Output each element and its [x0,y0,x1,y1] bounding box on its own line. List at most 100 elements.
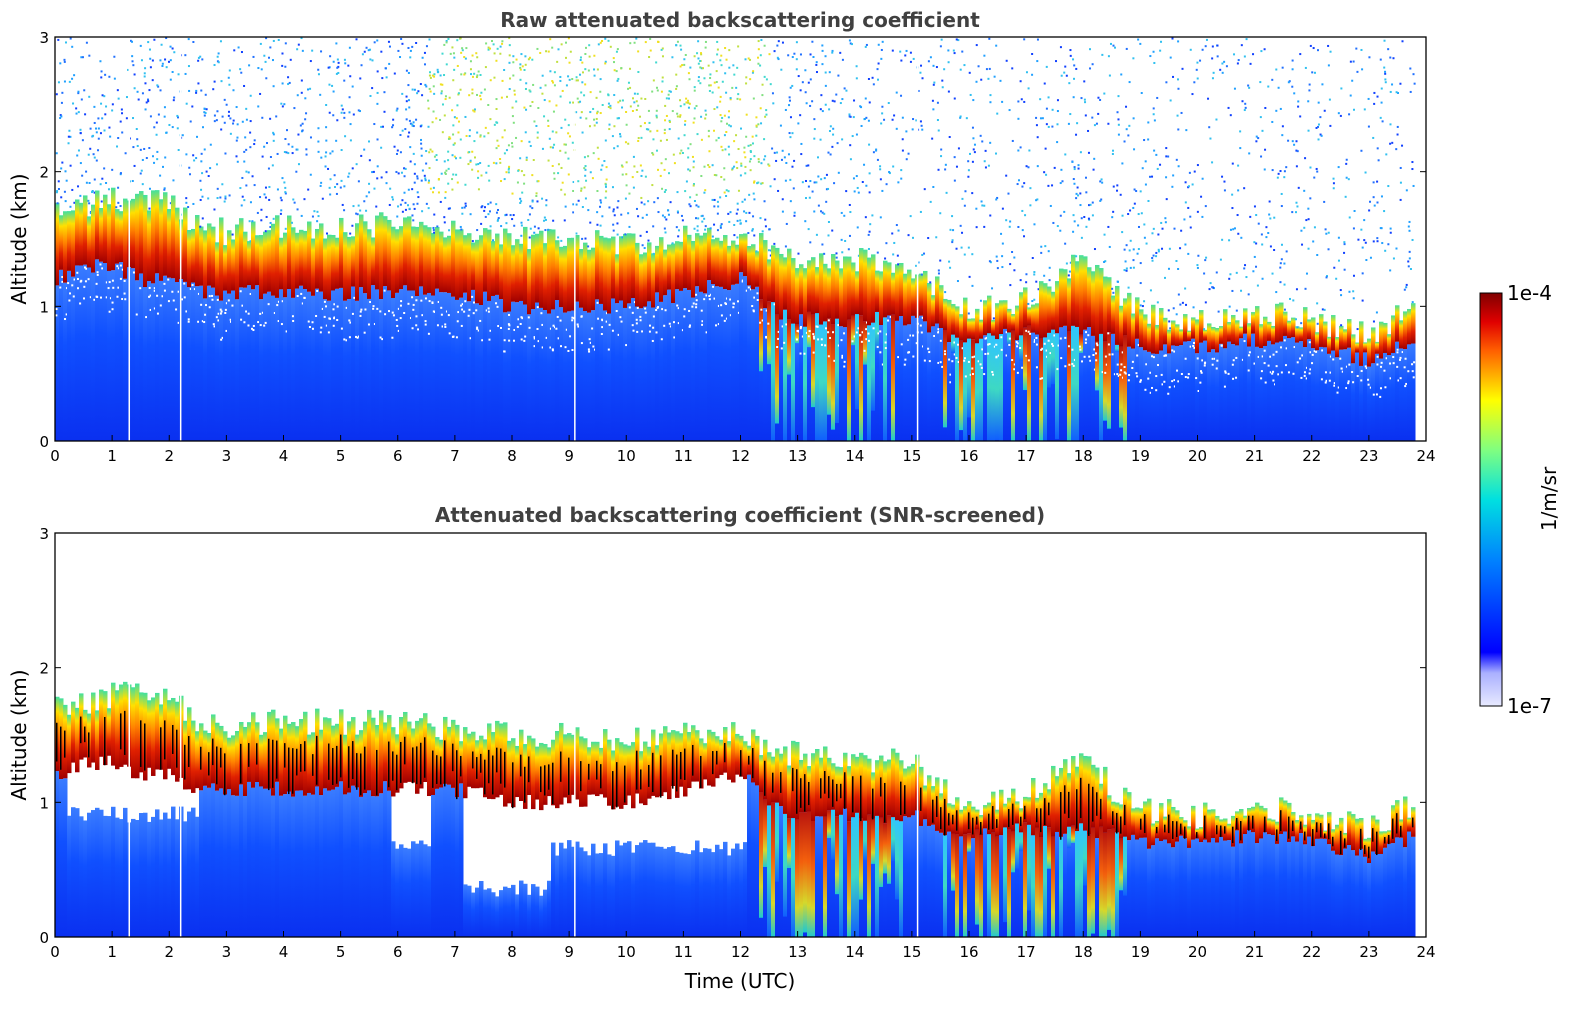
noise-speckle [1387,48,1390,51]
noise-speckle [220,80,223,83]
noise-speckle [613,61,616,64]
noise-speckle [1365,367,1368,370]
noise-speckle [425,162,428,165]
cloud-layer-column [499,244,504,300]
cloud-layer-column [379,710,384,794]
noise-speckle [1241,358,1244,361]
cloud-layer-column [1227,322,1232,342]
noise-speckle [419,125,422,128]
noise-speckle [212,88,215,91]
noise-speckle [1120,369,1123,372]
noise-speckle [409,49,412,52]
noise-speckle [424,323,427,326]
noise-speckle [848,203,851,206]
boundary-layer-column [519,300,524,441]
noise-speckle [1008,343,1011,346]
noise-speckle [579,59,582,62]
noise-speckle [525,108,528,111]
cloud-layer-column [463,235,468,293]
noise-speckle [305,112,308,115]
noise-speckle [433,213,436,216]
noise-speckle [492,239,495,242]
noise-speckle [1152,254,1155,257]
boundary-layer-column [387,790,392,937]
noise-speckle [371,59,374,62]
noise-speckle [421,169,424,172]
noise-speckle [665,218,668,221]
noise-speckle [332,60,335,63]
noise-speckle [929,56,932,59]
noise-speckle [616,48,619,51]
noise-speckle [1308,372,1311,375]
noise-speckle [568,61,571,64]
noise-speckle [1031,73,1034,76]
noise-speckle [227,299,230,302]
noise-speckle [1099,199,1102,202]
noise-speckle [500,96,503,99]
noise-speckle [1189,345,1192,348]
noise-speckle [233,49,236,52]
cloud-layer-column [507,740,512,804]
cloud-layer-column [115,690,120,770]
boundary-layer-column [1199,342,1204,441]
cloud-layer-column [631,742,636,809]
noise-speckle [931,137,934,140]
cloud-layer-column [591,741,596,795]
noise-speckle [635,207,638,210]
noise-speckle [201,195,204,198]
noise-speckle [500,225,503,228]
noise-speckle [1283,283,1286,286]
noise-speckle [1140,92,1143,95]
noise-speckle [879,216,882,219]
noise-speckle [1121,376,1124,379]
noise-speckle [621,99,624,102]
noise-speckle [1056,99,1059,102]
noise-speckle [896,254,899,257]
noise-speckle [745,76,748,79]
noise-speckle [155,133,158,136]
noise-speckle [683,123,686,126]
noise-speckle [373,123,376,126]
noise-speckle [761,230,764,233]
noise-speckle [608,123,611,126]
cloud-layer-column [463,727,468,799]
boundary-layer-column [399,289,404,441]
noise-speckle [1352,108,1355,111]
noise-speckle [484,66,487,69]
noise-speckle [705,331,708,334]
noise-speckle [592,345,595,348]
noise-speckle [1031,300,1034,303]
noise-speckle [888,172,891,175]
noise-speckle [353,296,356,299]
noise-speckle [404,128,407,131]
noise-speckle [443,221,446,224]
noise-speckle [969,93,972,96]
x-tick-label: 16 [959,447,978,465]
noise-speckle [1399,198,1402,201]
noise-speckle [75,112,78,115]
noise-speckle [920,124,923,127]
noise-speckle [195,89,198,92]
noise-speckle [815,233,818,236]
noise-speckle [824,55,827,58]
noise-speckle [975,44,978,47]
noise-speckle [396,324,399,327]
noise-speckle [939,212,942,215]
noise-speckle [1161,383,1164,386]
boundary-layer-column [703,848,708,937]
noise-speckle [617,117,620,120]
noise-speckle [752,192,755,195]
cloud-layer-column [355,223,360,301]
noise-speckle [93,298,96,301]
noise-speckle [823,177,826,180]
boundary-layer-column [635,306,640,441]
cloud-layer-column [659,237,664,302]
noise-speckle [867,247,870,250]
noise-speckle [169,202,172,205]
noise-speckle [1411,370,1414,373]
noise-speckle [497,218,500,221]
cloud-layer-column [1183,314,1188,342]
noise-speckle [1389,269,1392,272]
boundary-layer-column [267,291,272,441]
noise-speckle [584,168,587,171]
